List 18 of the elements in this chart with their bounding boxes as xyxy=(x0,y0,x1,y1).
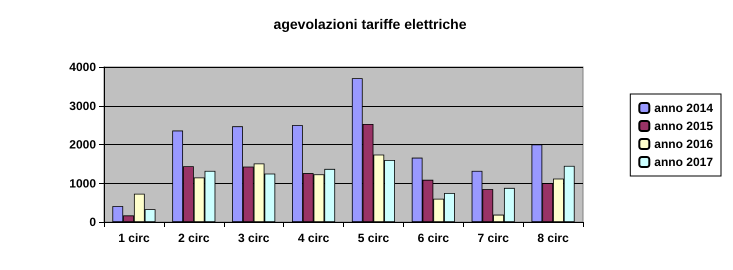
legend-label: anno 2016 xyxy=(654,137,714,151)
x-tick-label: 1 circ xyxy=(118,231,150,245)
x-tick-label: 6 circ xyxy=(418,231,450,245)
legend-label: anno 2015 xyxy=(654,119,714,133)
x-tick-label: 8 circ xyxy=(537,231,570,245)
x-tick-label: 3 circ xyxy=(238,231,270,245)
y-tick-label: 1000 xyxy=(69,176,96,190)
y-tick-label: 0 xyxy=(89,215,96,229)
legend-label: anno 2014 xyxy=(654,101,714,115)
x-tick-label: 2 circ xyxy=(178,231,210,245)
chart-title: agevolazioni tariffe elettriche xyxy=(274,16,467,32)
legend-label: anno 2017 xyxy=(654,155,714,169)
y-tick-label: 3000 xyxy=(69,98,96,113)
x-tick-label: 4 circ xyxy=(298,231,330,245)
x-tick-label: 7 circ xyxy=(478,231,510,245)
x-tick-label: 5 circ xyxy=(358,231,390,245)
y-tick-label: 4000 xyxy=(69,60,96,74)
y-tick-label: 2000 xyxy=(69,138,96,152)
